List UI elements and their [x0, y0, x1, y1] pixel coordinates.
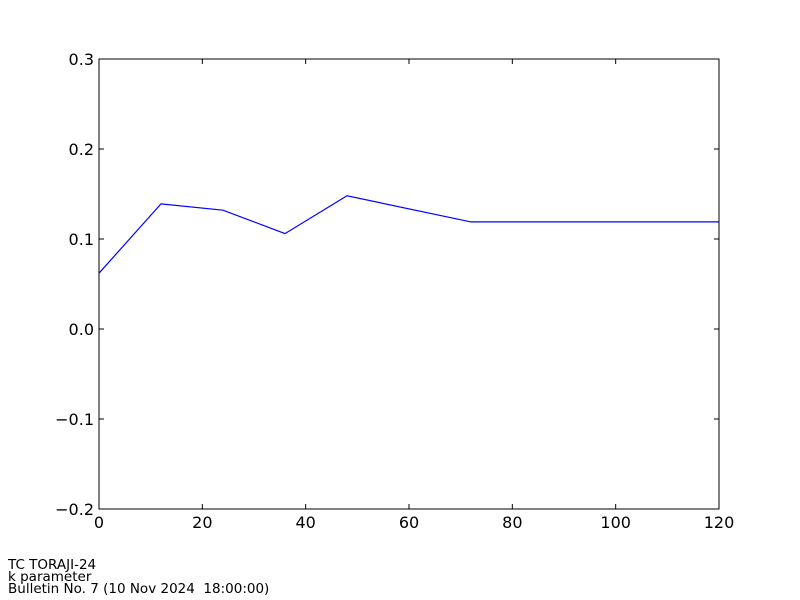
x-tick-label: 120 [704, 513, 735, 532]
caption-parameter: k parameter [8, 569, 92, 585]
plot-frame [98, 58, 720, 510]
x-tick-label: 40 [295, 513, 315, 532]
y-tick-label: 0.3 [69, 50, 94, 69]
x-tick-label: 60 [399, 513, 419, 532]
caption-storm-name: TC TORAJI-24 [8, 557, 97, 573]
y-tick-label: 0.0 [69, 320, 94, 339]
x-tick-label: 100 [600, 513, 631, 532]
caption-bulletin: Bulletin No. 7 (10 Nov 2024 18:00:00) [8, 581, 270, 597]
y-tick-label: −0.2 [55, 500, 94, 519]
x-tick-label: 0 [94, 513, 104, 532]
y-tick-label: 0.2 [69, 140, 94, 159]
y-tick-label: 0.1 [69, 230, 94, 249]
y-tick-label: −0.1 [55, 410, 94, 429]
x-tick-label: 80 [502, 513, 522, 532]
series-line-0 [98, 195, 719, 274]
x-tick-label: 20 [192, 513, 212, 532]
